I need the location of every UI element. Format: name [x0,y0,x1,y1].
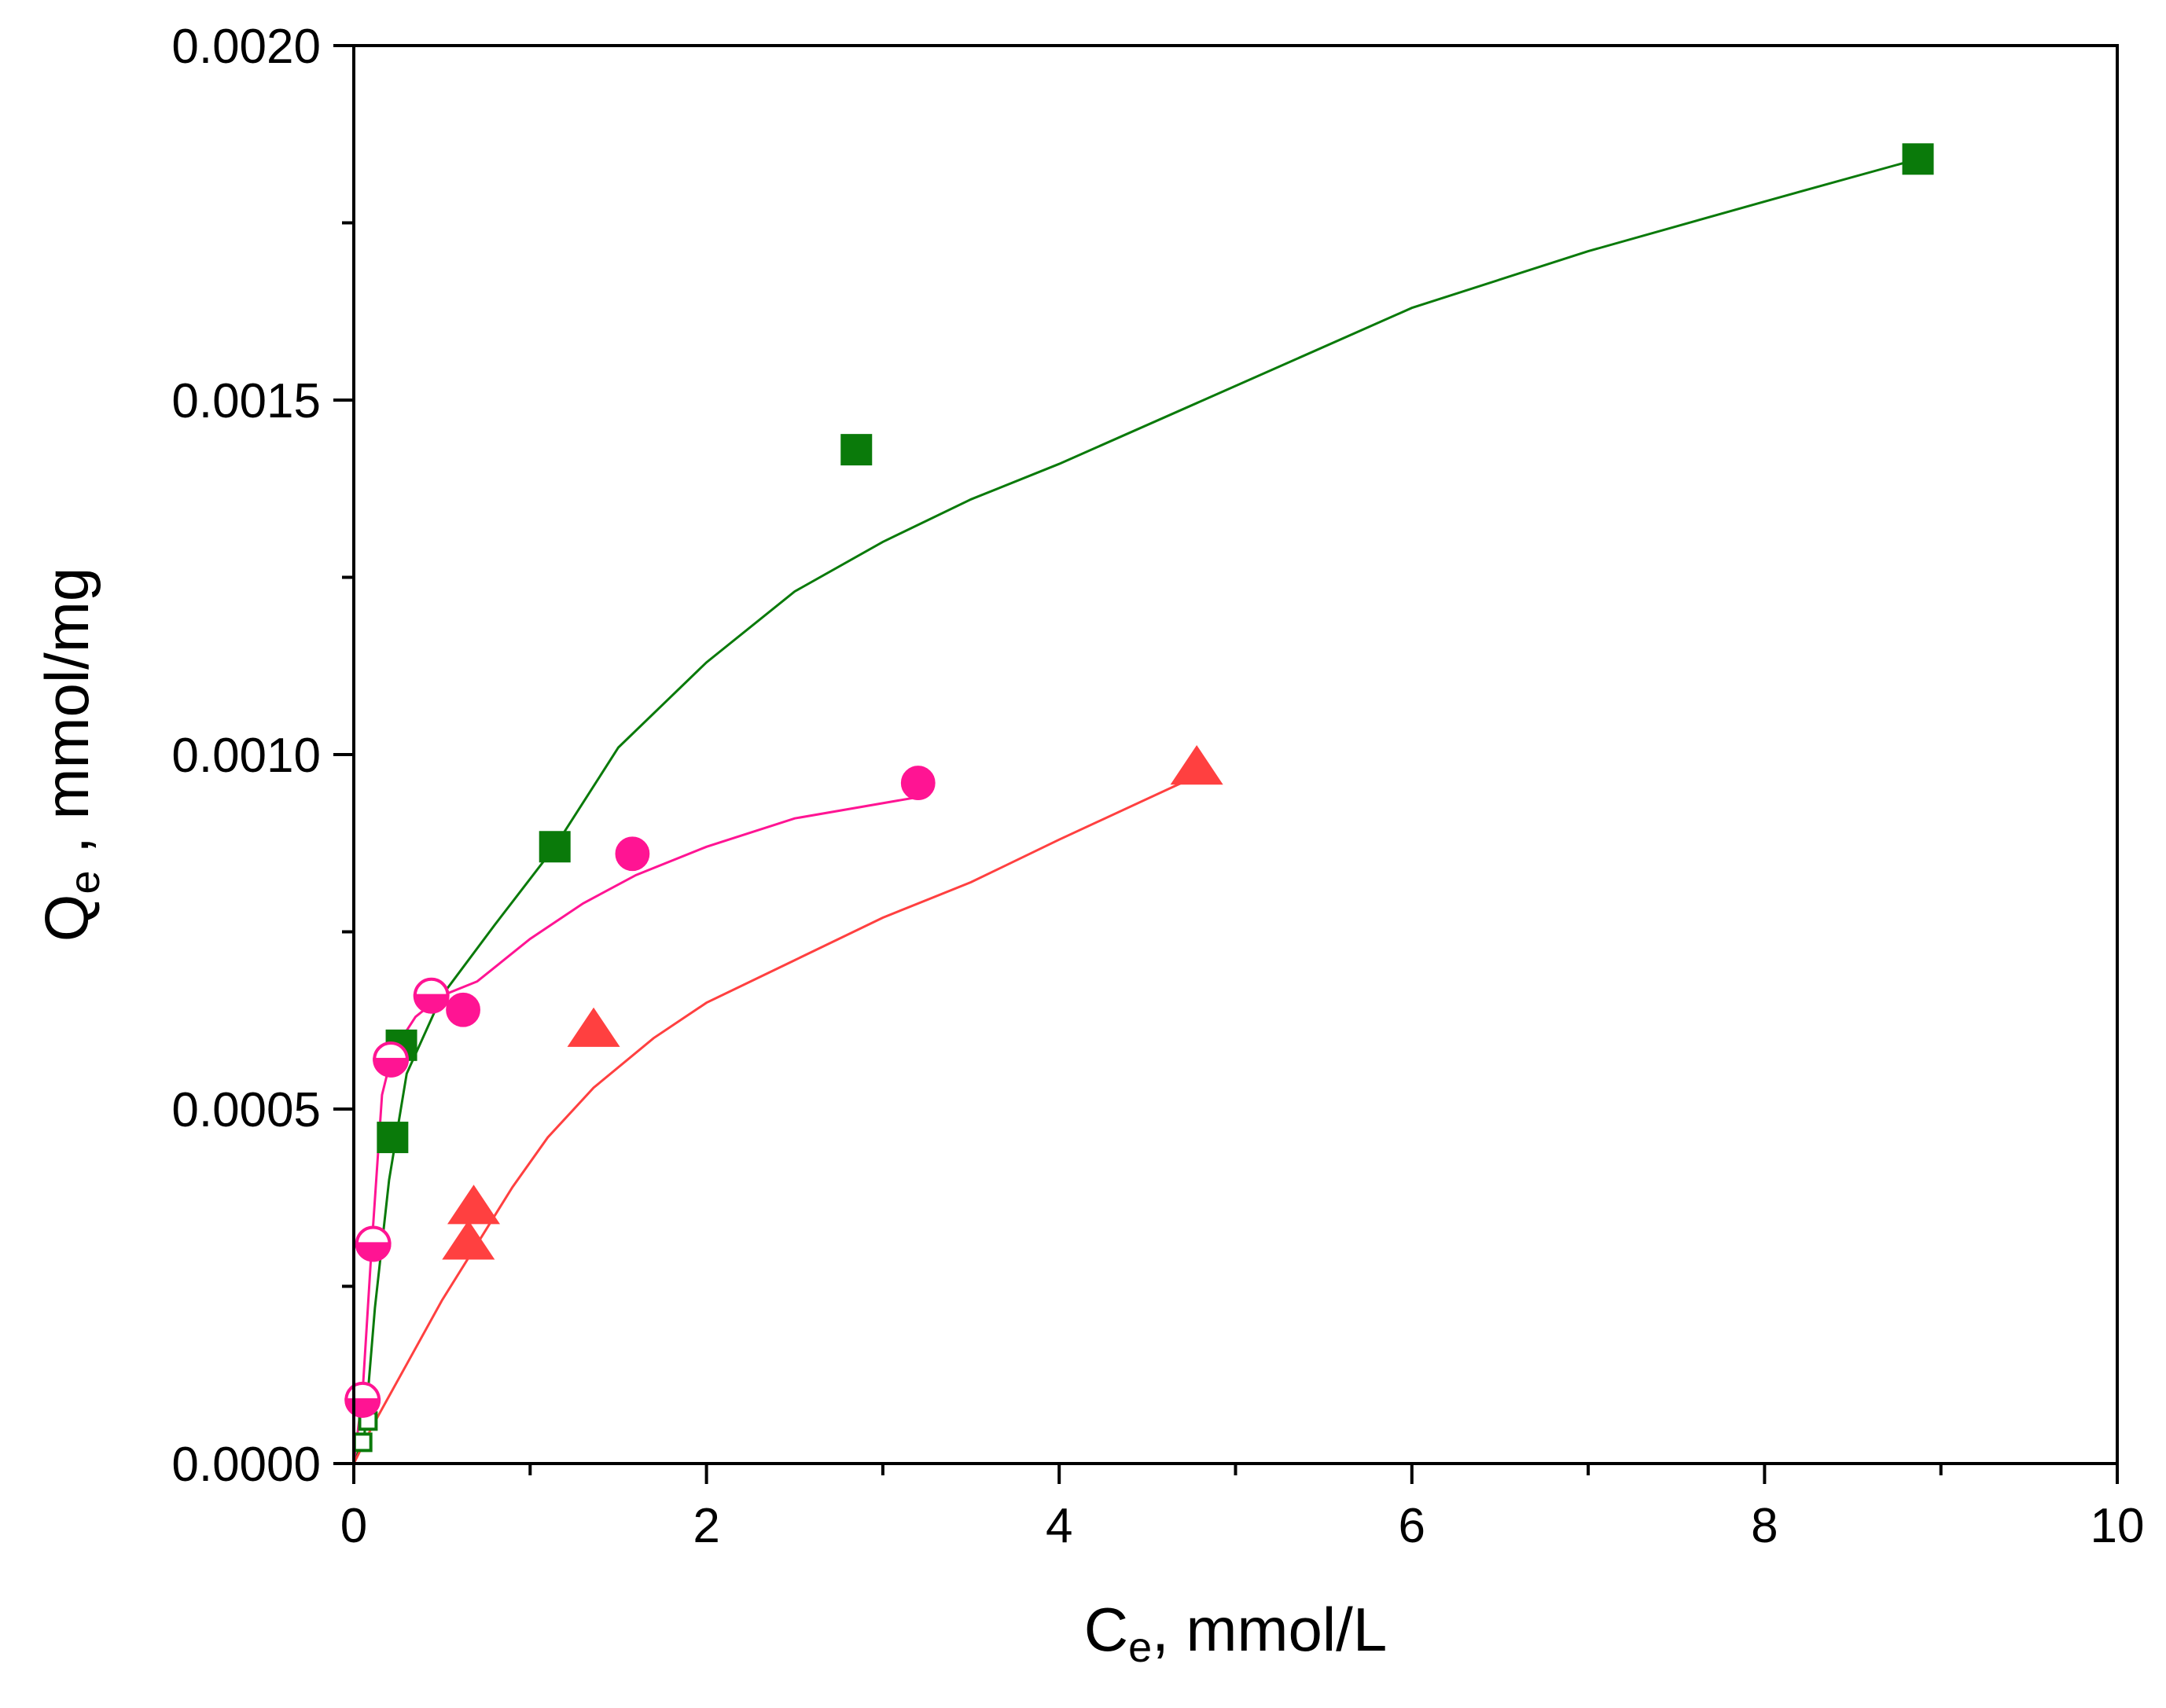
data-point-triangle [447,1185,501,1225]
x-tick-label: 8 [1751,1499,1778,1553]
y-tick-label: 0.0000 [171,1438,321,1492]
data-point-circle [373,1041,410,1078]
x-tick-label: 6 [1399,1499,1425,1553]
x-tick-label: 4 [1046,1499,1072,1553]
fit-curves [352,157,1918,1464]
data-point-triangle [567,1007,620,1047]
y-axis-label-unit: , mmol/mg [32,567,101,871]
data-point-square [1902,143,1934,175]
x-tick-label: 0 [340,1499,367,1553]
y-tick-label: 0.0015 [171,374,321,428]
data-markers [344,143,1934,1453]
x-axis-label: Ce, mmol/L [1084,1595,1387,1671]
y-axis-label-main: Q [32,894,101,942]
data-point-square [539,831,571,863]
y-tick-label: 0.0005 [171,1083,321,1137]
x-axis-label-unit: , mmol/L [1152,1595,1387,1664]
fit-curve-square [352,157,1918,1464]
data-point-circle [900,766,936,800]
x-axis-label-subscript: e [1128,1624,1152,1671]
data-point-square [352,1432,373,1453]
y-tick-label: 0.0010 [171,729,321,783]
data-point-circle [615,836,650,872]
data-point-circle [344,1381,381,1418]
axis-ticks: 0 2 4 6 8 10 0.0000 0.0005 0.0010 0.0015 0.0020 [171,20,2144,1553]
data-point-circle [355,1225,392,1262]
y-axis-label: Qe , mmol/mg [32,567,108,942]
y-tick-label: 0.0020 [171,20,321,74]
data-point-circle [413,977,450,1014]
data-point-triangle [1170,744,1223,785]
data-point-triangle [442,1220,495,1260]
data-point-square [840,434,873,466]
plot-frame [352,44,2119,1465]
fit-curve-triangle [352,774,1197,1464]
x-tick-label: 2 [693,1499,719,1553]
y-axis-label-subscript: e [61,870,108,894]
data-point-square [377,1122,409,1154]
data-point-circle [446,992,480,1027]
x-tick-label: 10 [2091,1499,2145,1553]
x-axis-label-main: C [1084,1595,1128,1664]
fit-curve-circle [352,795,919,1464]
